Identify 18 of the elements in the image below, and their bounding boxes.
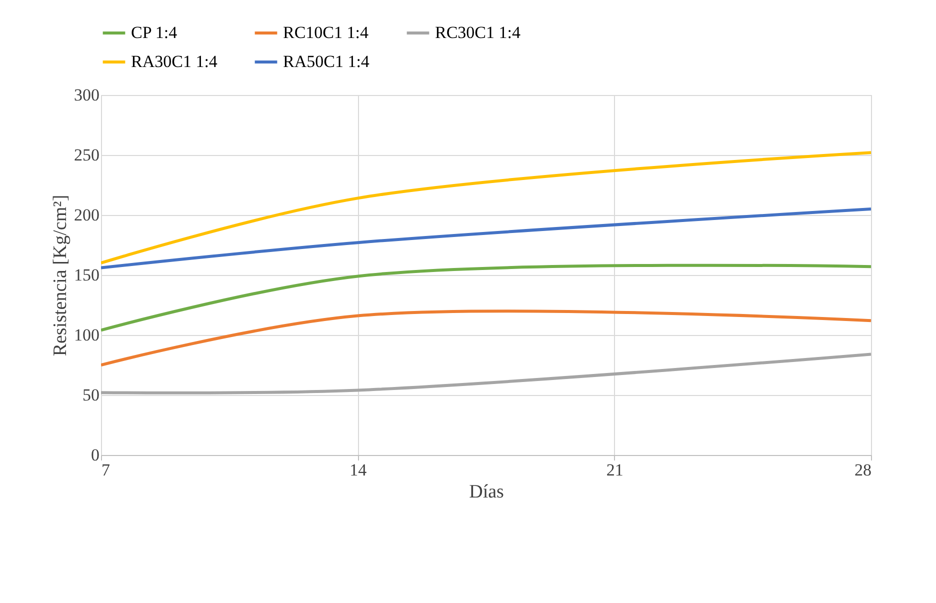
y-tick-label: 300 [74, 86, 100, 104]
x-tick-label: 21 [606, 460, 624, 480]
x-tick-label: 28 [854, 460, 872, 480]
legend-label: RC10C1 1:4 [283, 23, 369, 42]
legend-label: CP 1:4 [131, 23, 178, 42]
y-axis-title: Resistencia [Kg/cm²] [50, 194, 71, 356]
legend-label: RA50C1 1:4 [283, 52, 370, 71]
y-tick-label: 150 [74, 266, 100, 284]
x-tick-label: 7 [102, 460, 110, 480]
y-tick-label: 0 [91, 446, 100, 464]
legend-label: RA30C1 1:4 [131, 52, 218, 71]
y-tick-label: 250 [74, 146, 100, 164]
x-axis-title: Días [469, 482, 504, 502]
y-tick-label: 200 [74, 206, 100, 224]
x-tick-label: 14 [350, 460, 368, 480]
legend-label: RC30C1 1:4 [435, 23, 521, 42]
y-tick-label: 50 [82, 386, 100, 404]
y-tick-label: 100 [74, 326, 100, 344]
